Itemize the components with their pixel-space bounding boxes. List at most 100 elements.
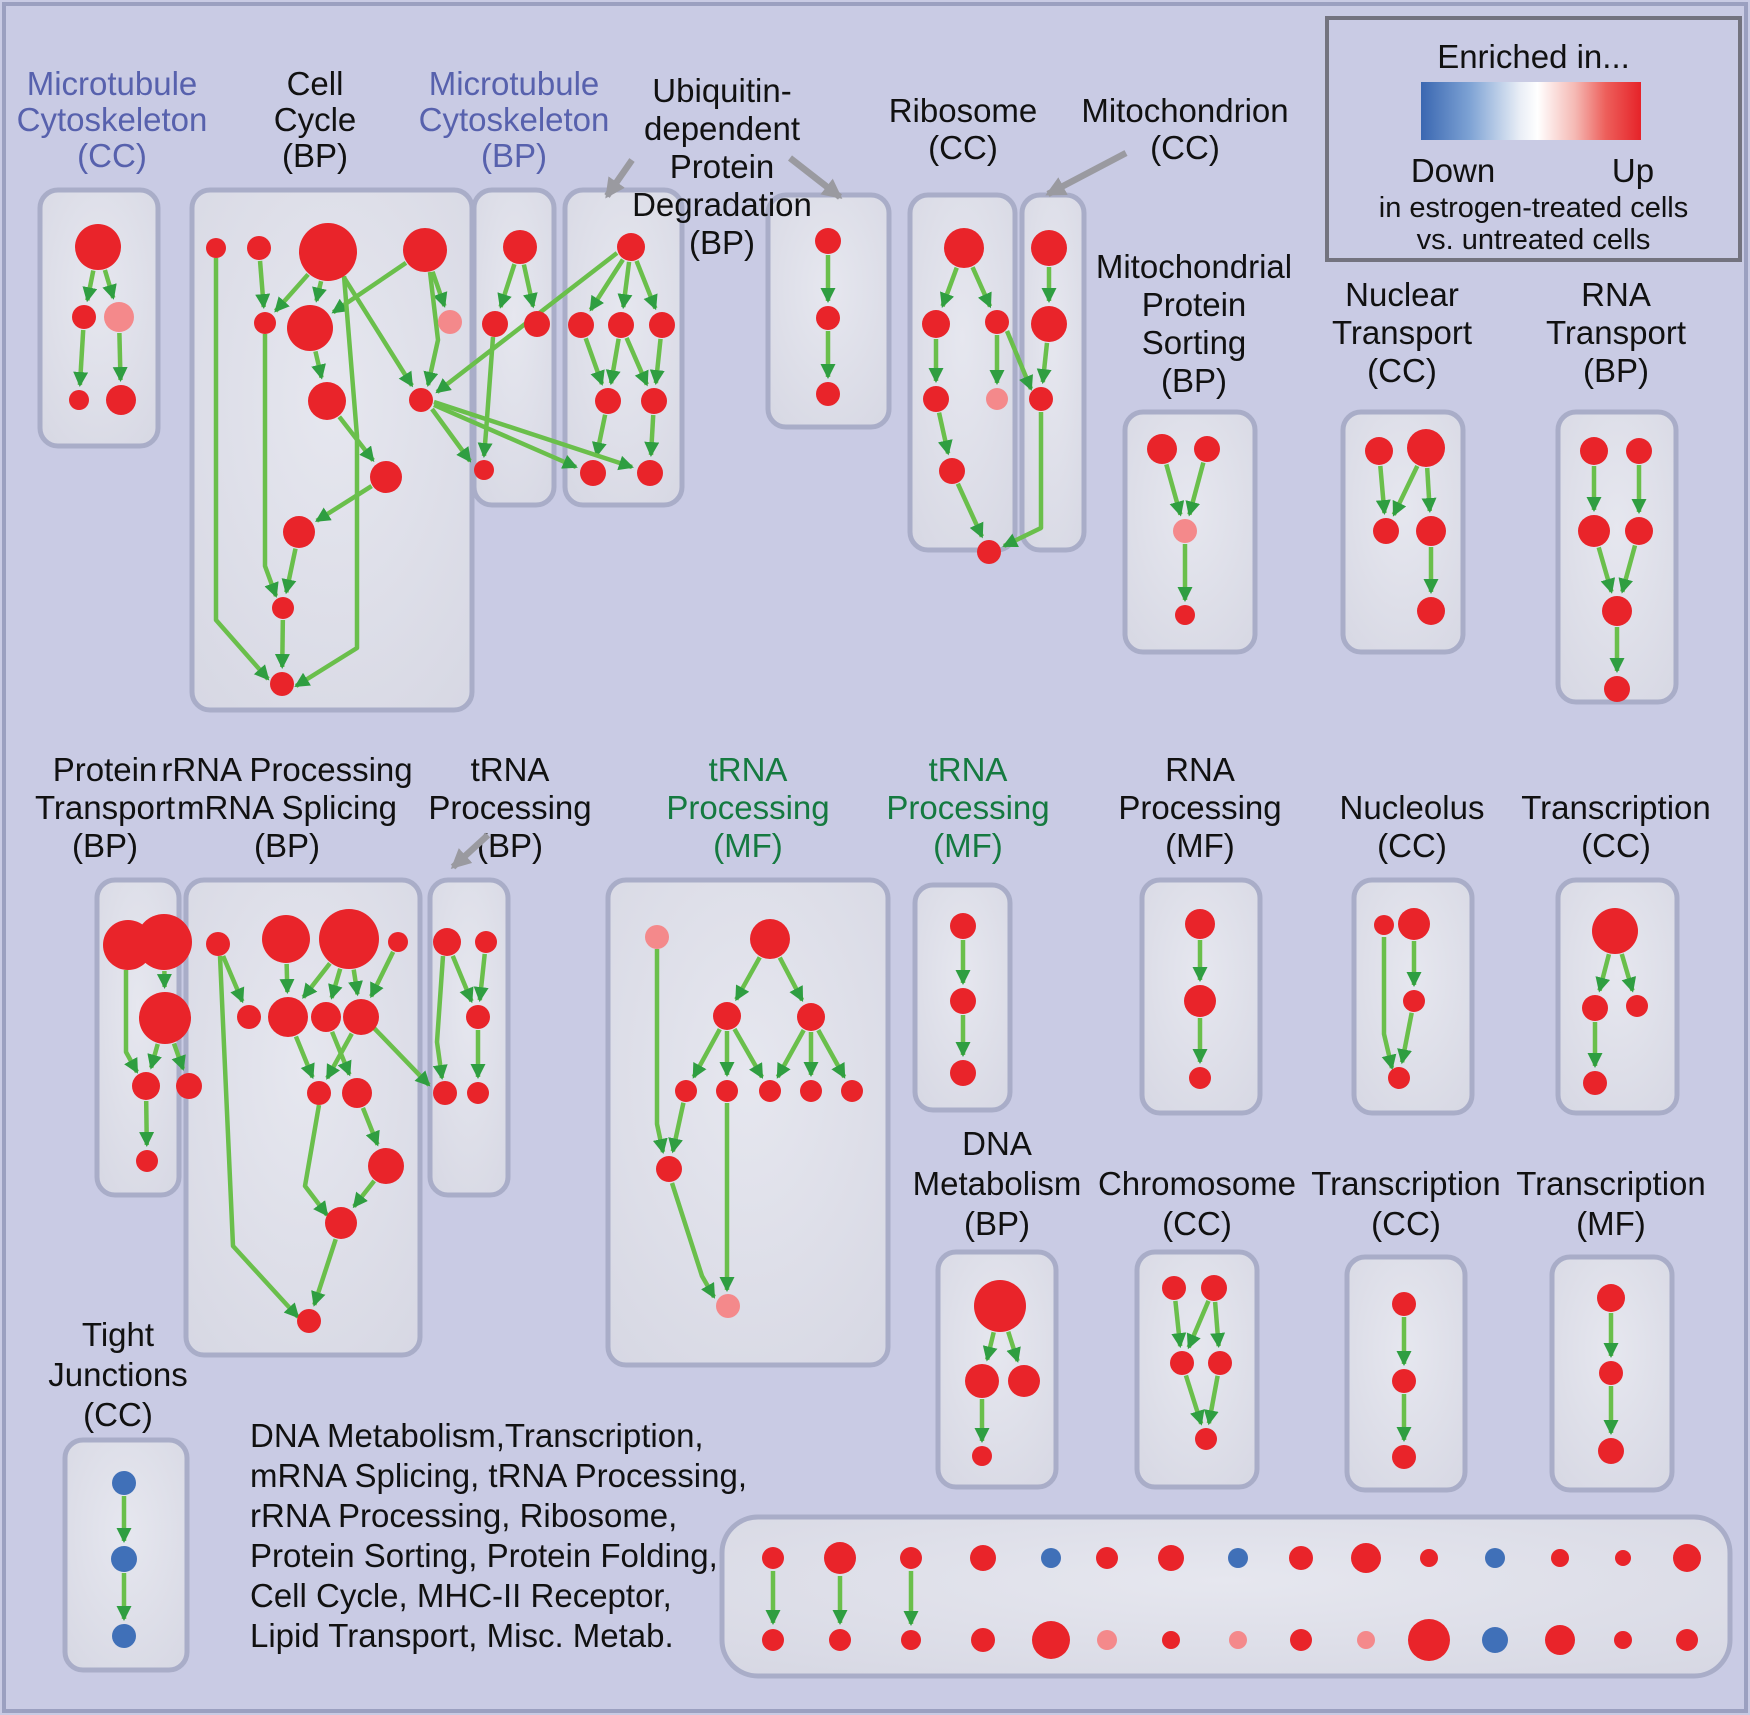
edge [423, 271, 441, 387]
edge [73, 329, 89, 388]
node [136, 914, 192, 970]
node [1545, 1625, 1575, 1655]
node [1388, 1067, 1410, 1089]
edge [982, 1331, 998, 1362]
cluster-label: (BP) [282, 137, 348, 174]
edge [147, 1043, 162, 1070]
node [112, 1471, 136, 1495]
node [1582, 995, 1608, 1021]
node [939, 458, 965, 484]
node [1392, 1369, 1416, 1393]
cluster-label: (CC) [1371, 1205, 1441, 1242]
edge [649, 338, 665, 386]
node [950, 988, 976, 1014]
cluster-label: tRNA [929, 751, 1008, 788]
edge [328, 968, 343, 1000]
layer-labels: MicrotubuleCytoskeleton(CC)CellCycle(BP)… [17, 65, 1711, 1654]
node [343, 999, 379, 1035]
cluster-label: Processing [666, 789, 829, 826]
edge [940, 266, 959, 309]
edge [583, 337, 605, 386]
cluster-label: Ubiquitin- [652, 72, 791, 109]
misc-cluster-list-text: mRNA Splicing, tRNA Processing, [250, 1457, 747, 1494]
cluster-label: (BP) [1161, 362, 1227, 399]
edge [955, 482, 984, 539]
edge [315, 484, 373, 523]
cluster-label: Processing [1118, 789, 1281, 826]
node [433, 928, 461, 956]
cluster-box [183, 877, 423, 1358]
node [1408, 1619, 1450, 1661]
node [965, 1364, 999, 1398]
node [595, 388, 621, 414]
edge [262, 334, 279, 598]
node [750, 919, 790, 959]
cross-edge [1004, 330, 1034, 391]
node [342, 1078, 372, 1108]
node [900, 1547, 922, 1569]
node [759, 1080, 781, 1102]
cluster-label: Nucleolus [1340, 789, 1485, 826]
cluster-label: (CC) [928, 129, 998, 166]
node [1403, 990, 1425, 1012]
edge [213, 258, 270, 681]
node [1392, 1292, 1416, 1316]
node [1228, 1548, 1248, 1568]
cluster-label: Degradation [632, 186, 812, 223]
label-pointer-arrow-icon [450, 832, 491, 870]
edge [430, 270, 448, 308]
edge [1375, 465, 1391, 516]
cluster-label: (MF) [1165, 827, 1235, 864]
cluster-label: (MF) [933, 827, 1003, 864]
node [1097, 1630, 1117, 1650]
cluster-label: Protein [670, 148, 775, 185]
edge [669, 1182, 716, 1299]
edge [732, 1027, 764, 1079]
node [106, 385, 136, 415]
edge [217, 955, 300, 1319]
node [283, 516, 315, 548]
layer-edges [73, 251, 1647, 1626]
node [1195, 1428, 1217, 1450]
node [524, 311, 550, 337]
node [986, 388, 1008, 410]
cluster-label: (BP) [254, 827, 320, 864]
edge [171, 1042, 186, 1071]
edge [668, 1102, 686, 1154]
node [649, 312, 675, 338]
cluster-label: Tight [82, 1316, 154, 1353]
edge [312, 280, 327, 303]
edge [274, 619, 290, 670]
cluster-label: Junctions [48, 1356, 187, 1393]
edge [644, 414, 660, 458]
cluster-label: (BP) [72, 827, 138, 864]
cluster-box [427, 877, 511, 1198]
cluster-label: Processing [428, 789, 591, 826]
node [1420, 1549, 1438, 1567]
cluster-label: (BP) [964, 1205, 1030, 1242]
cluster-label: Ribosome [889, 92, 1038, 129]
edge [302, 1104, 329, 1217]
node [1170, 1351, 1194, 1375]
edge [360, 1107, 380, 1147]
node [645, 925, 669, 949]
node [716, 1080, 738, 1102]
cluster-microtubule-bp [471, 187, 557, 508]
node [1592, 908, 1638, 954]
node [307, 1081, 331, 1105]
misc-cluster-list-text: rRNA Processing, Ribosome, [250, 1497, 677, 1534]
node [608, 312, 634, 338]
node [1185, 909, 1215, 939]
cluster-label: Microtubule [27, 65, 198, 102]
misc-cluster-list-text: Cell Cycle, MHC-II Receptor, [250, 1577, 672, 1614]
node [1604, 676, 1630, 702]
edge [477, 336, 496, 458]
edge [634, 260, 658, 311]
edge [1596, 546, 1616, 594]
label-pointer-arrow-icon [788, 155, 843, 200]
edge [1595, 953, 1612, 993]
cluster-box [935, 1249, 1059, 1490]
edge [777, 956, 805, 1002]
legend-subtitle-line2: vs. untreated cells [1416, 224, 1651, 256]
